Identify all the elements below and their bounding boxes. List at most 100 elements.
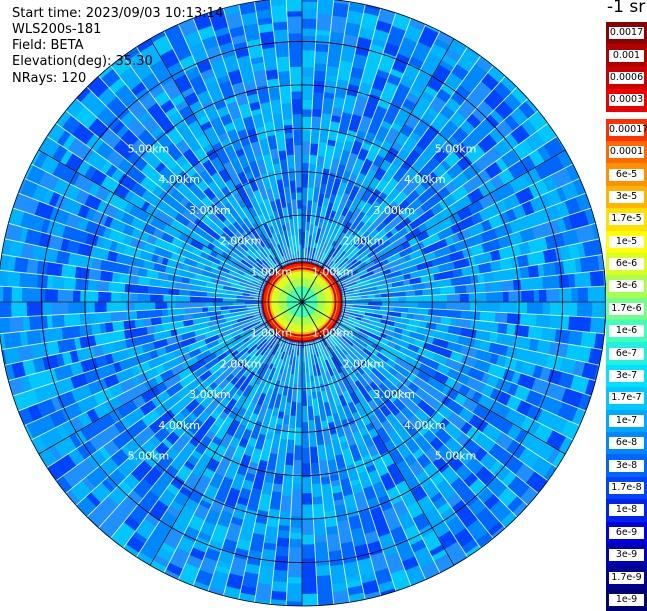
- range-gate: [354, 36, 373, 57]
- range-gate: [251, 360, 263, 374]
- range-gate: [339, 261, 349, 271]
- range-gate: [506, 323, 516, 336]
- range-gate: [232, 221, 245, 235]
- range-gate: [99, 259, 118, 273]
- range-gate: [134, 284, 149, 294]
- range-gate: [423, 215, 439, 230]
- range-gate: [290, 506, 302, 517]
- range-gate: [302, 36, 316, 51]
- range-gate: [368, 177, 381, 191]
- range-gate: [480, 372, 490, 384]
- range-gate: [466, 47, 481, 59]
- range-gate: [503, 356, 518, 372]
- range-gate: [242, 255, 251, 263]
- range-gate: [76, 346, 96, 362]
- colorbar-tick-label: 3e-6: [609, 280, 644, 293]
- range-gate: [446, 399, 465, 416]
- range-gate: [54, 377, 75, 396]
- range-gate: [175, 139, 191, 155]
- range-gate: [302, 215, 307, 233]
- range-gate: [302, 131, 311, 142]
- range-gate: [273, 473, 284, 485]
- range-gate: [315, 29, 331, 36]
- range-gate: [187, 514, 205, 532]
- range-gate: [146, 325, 156, 335]
- range-gate: [284, 138, 295, 156]
- range-gate: [46, 261, 63, 277]
- range-gate: [400, 405, 415, 421]
- range-gate: [411, 72, 432, 94]
- range-gate: [570, 374, 590, 394]
- range-gate: [223, 585, 241, 600]
- range-gate: [248, 233, 263, 250]
- range-gate: [331, 484, 343, 494]
- range-gate: [444, 151, 461, 168]
- range-gate: [424, 156, 441, 173]
- range-gate: [267, 508, 281, 521]
- range-gate: [547, 383, 567, 402]
- range-gate: [240, 585, 257, 596]
- range-gate: [165, 562, 184, 577]
- range-gate: [365, 464, 377, 474]
- range-gate: [536, 409, 554, 428]
- range-gate: [109, 240, 118, 252]
- range-gate: [221, 251, 232, 261]
- range-gate: [356, 244, 369, 256]
- range-gate: [12, 393, 27, 411]
- range-gate: [516, 399, 532, 417]
- range-gate: [95, 236, 106, 249]
- range-gate: [87, 290, 99, 302]
- range-gate: [490, 249, 501, 262]
- range-gate: [367, 245, 383, 259]
- range-gate: [382, 112, 397, 125]
- range-ring-label: 1.00km: [312, 327, 354, 340]
- range-gate: [327, 349, 334, 359]
- range-gate: [247, 254, 259, 266]
- range-gate: [282, 119, 293, 126]
- range-gate: [193, 581, 210, 592]
- range-gate: [360, 572, 377, 584]
- range-gate: [345, 129, 358, 143]
- range-gate: [291, 489, 302, 507]
- range-gate: [416, 133, 434, 151]
- range-gate: [220, 138, 233, 150]
- colorbar-tick-label: 6e-8: [609, 437, 644, 450]
- range-gate: [268, 225, 276, 234]
- range-gate: [440, 432, 452, 445]
- range-gate: [261, 47, 277, 58]
- range-gate: [558, 371, 575, 390]
- range-gate: [256, 583, 273, 594]
- range-gate: [11, 302, 28, 318]
- range-gate: [248, 101, 261, 112]
- range-gate: [435, 278, 452, 288]
- range-gate: [534, 160, 554, 181]
- range-gate: [372, 28, 390, 43]
- range-gate: [250, 199, 260, 209]
- range-gate: [435, 323, 450, 333]
- range-gate: [281, 423, 290, 432]
- range-gate: [568, 316, 587, 332]
- range-gate: [537, 250, 546, 265]
- range-gate: [188, 347, 202, 359]
- range-gate: [86, 302, 95, 314]
- range-gate: [561, 181, 579, 201]
- range-gate: [170, 363, 185, 376]
- range-gate: [361, 142, 372, 152]
- range-gate: [95, 413, 116, 432]
- range-gate: [276, 233, 285, 249]
- range-gate: [275, 254, 285, 268]
- range-gate: [468, 498, 487, 517]
- range-gate: [448, 38, 468, 57]
- range-gate: [456, 206, 473, 221]
- range-gate: [230, 283, 247, 291]
- range-gate: [243, 197, 254, 210]
- range-gate: [312, 92, 324, 110]
- range-gate: [514, 359, 524, 373]
- range-gate: [105, 468, 126, 490]
- range-gate: [508, 231, 523, 246]
- range-gate: [0, 270, 1, 287]
- colorbar-lower-swatch: 3e-6: [606, 275, 647, 298]
- range-gate: [78, 145, 94, 162]
- range-gate: [344, 22, 361, 37]
- range-gate: [115, 367, 135, 384]
